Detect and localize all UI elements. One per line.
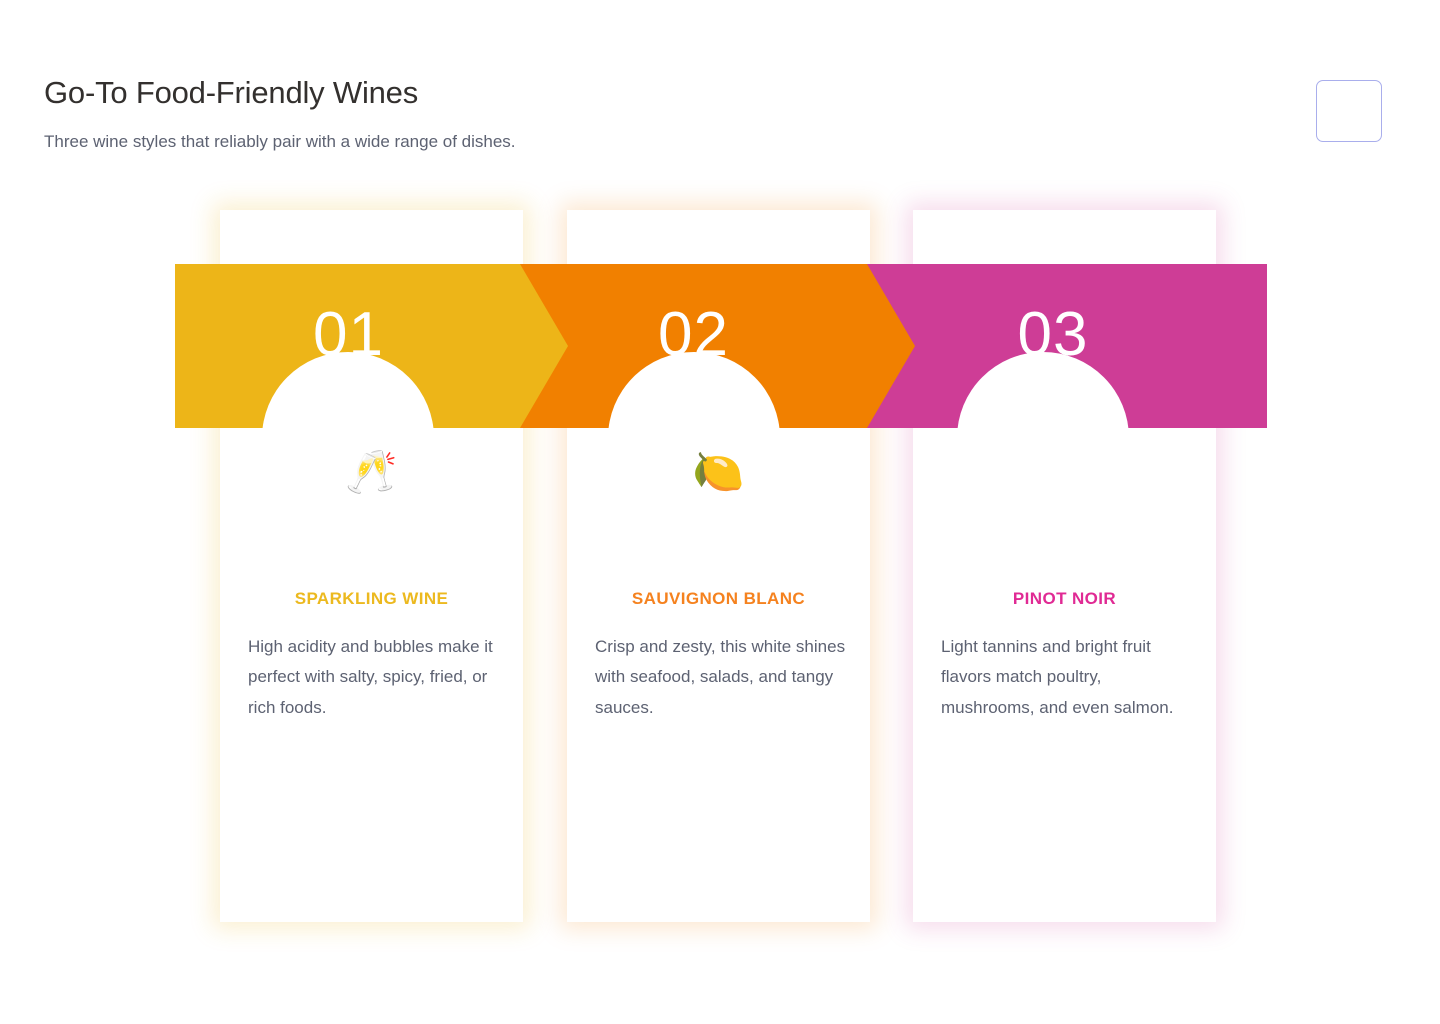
wine-card-title-1: SPARKLING WINE bbox=[294, 589, 449, 608]
lemon-icon: 🍋 bbox=[692, 447, 745, 496]
wine-card-title-2: SAUVIGNON BLANC bbox=[631, 589, 806, 608]
step-chevron-1[interactable]: 01 bbox=[175, 264, 568, 428]
wine-card-body-2: Crisp and zesty, this white shines with … bbox=[595, 637, 846, 717]
page-subtitle: Three wine styles that reliably pair wit… bbox=[44, 131, 516, 151]
step-chevron-banner: 03 02 01 bbox=[175, 264, 1267, 524]
wine-card-title-3: PINOT NOIR bbox=[1012, 589, 1117, 608]
wine-card-body-3: Light tannins and bright fruit flavors m… bbox=[941, 637, 1174, 717]
step-notch-3 bbox=[957, 352, 1129, 524]
clinking-glasses-icon: 🥂 bbox=[345, 447, 398, 496]
wine-card-body-1: High acidity and bubbles make it perfect… bbox=[248, 637, 493, 717]
page-title: Go-To Food-Friendly Wines bbox=[44, 75, 419, 110]
empty-placeholder-box[interactable] bbox=[1316, 80, 1382, 142]
step-chevron-2[interactable]: 02 bbox=[520, 264, 915, 428]
page-header: Go-To Food-Friendly Wines Three wine sty… bbox=[44, 74, 664, 156]
step-chevron-3[interactable]: 03 bbox=[867, 264, 1267, 524]
